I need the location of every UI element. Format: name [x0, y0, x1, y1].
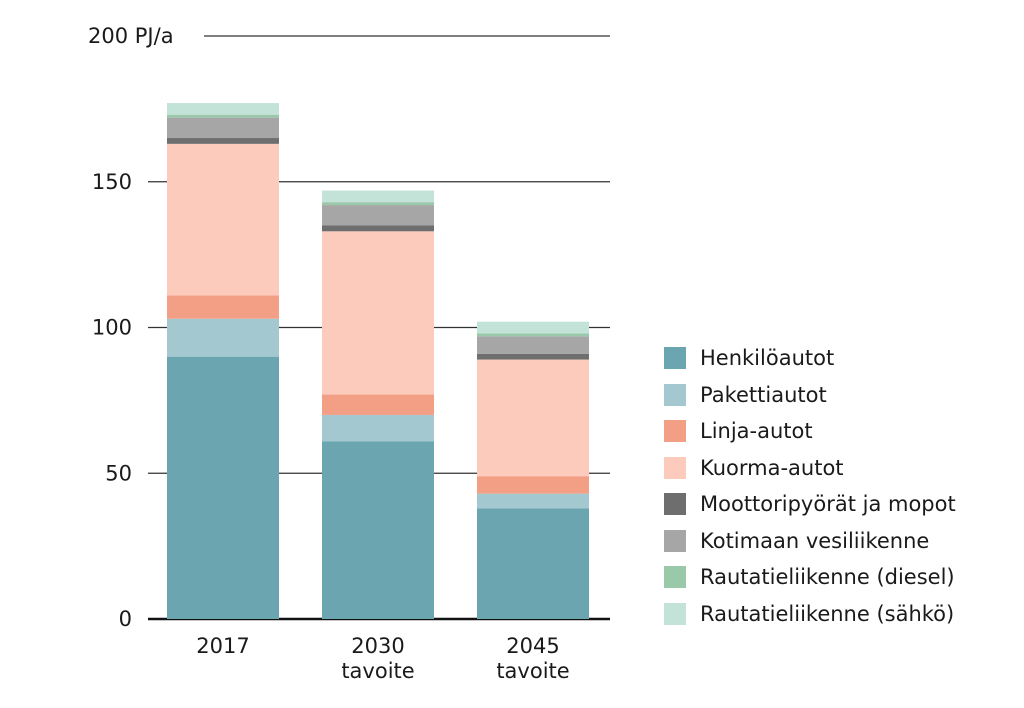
bar-segment-2045-5 — [477, 336, 589, 354]
legend-item: Henkilöautot — [664, 340, 956, 377]
y-tick-label-150: 150 — [92, 170, 132, 194]
x-tick-label-2030-sub: tavoite — [341, 659, 414, 683]
bar-segment-2045-1 — [477, 493, 589, 509]
legend-label: Henkilöautot — [700, 346, 835, 371]
x-tick-label-2030: 2030 — [351, 634, 404, 658]
y-tick-label-200: 200 PJ/a — [88, 24, 174, 48]
bar-segment-2045-0 — [477, 508, 589, 619]
y-tick-label-50: 50 — [105, 461, 132, 485]
bar-segment-2017-2 — [167, 295, 279, 319]
legend-swatch — [664, 602, 686, 625]
legend-label: Moottoripyörät ja mopot — [700, 492, 956, 517]
bar-segment-2017-1 — [167, 318, 279, 357]
bar-stack-2030 — [322, 190, 434, 619]
bar-segment-2030-2 — [322, 394, 434, 415]
legend-item: Rautatieliikenne (sähkö) — [664, 596, 956, 633]
bars — [167, 103, 589, 619]
bar-segment-2017-4 — [167, 138, 279, 144]
bar-segment-2045-2 — [477, 476, 589, 494]
bar-segment-2017-0 — [167, 356, 279, 619]
legend-label: Rautatieliikenne (sähkö) — [700, 601, 955, 626]
bar-stack-2045 — [477, 321, 589, 619]
bar-segment-2045-6 — [477, 333, 589, 337]
bar-segment-2030-3 — [322, 231, 434, 395]
bar-segment-2030-1 — [322, 414, 434, 442]
legend-label: Rautatieliikenne (diesel) — [700, 565, 955, 590]
bar-segment-2030-0 — [322, 441, 434, 619]
bar-segment-2045-3 — [477, 359, 589, 477]
legend-item: Kuorma-autot — [664, 450, 956, 487]
legend-item: Rautatieliikenne (diesel) — [664, 559, 956, 596]
legend-label: Linja-autot — [700, 419, 813, 444]
bar-segment-2017-3 — [167, 143, 279, 296]
legend-item: Pakettiautot — [664, 377, 956, 414]
legend-swatch — [664, 347, 686, 370]
bar-stack-2017 — [167, 103, 279, 619]
legend-item: Linja-autot — [664, 413, 956, 450]
legend-swatch — [664, 456, 686, 479]
x-tick-label-2017: 2017 — [196, 634, 249, 658]
legend: Henkilöautot Pakettiautot Linja-autot Kuorm… — [664, 340, 956, 632]
x-tick-label-2045: 2045 — [506, 634, 559, 658]
bar-segment-2030-6 — [322, 202, 434, 206]
legend-swatch — [664, 529, 686, 552]
bar-segment-2030-7 — [322, 190, 434, 203]
bar-segment-2030-5 — [322, 205, 434, 226]
legend-swatch — [664, 420, 686, 443]
y-tick-label-100: 100 — [92, 316, 132, 340]
bar-segment-2017-5 — [167, 117, 279, 139]
y-tick-label-0: 0 — [119, 607, 132, 631]
legend-label: Pakettiautot — [700, 382, 827, 407]
x-tick-label-2045-sub: tavoite — [496, 659, 569, 683]
legend-label: Kuorma-autot — [700, 455, 844, 480]
legend-item: Kotimaan vesiliikenne — [664, 523, 956, 560]
legend-swatch — [664, 383, 686, 406]
bar-segment-2030-4 — [322, 225, 434, 232]
bar-segment-2045-7 — [477, 321, 589, 334]
legend-item: Moottoripyörät ja mopot — [664, 486, 956, 523]
bar-segment-2045-4 — [477, 353, 589, 360]
bar-segment-2017-6 — [167, 114, 279, 118]
bar-segment-2017-7 — [167, 103, 279, 115]
legend-label: Kotimaan vesiliikenne — [700, 528, 930, 553]
legend-swatch — [664, 566, 686, 589]
legend-swatch — [664, 493, 686, 516]
